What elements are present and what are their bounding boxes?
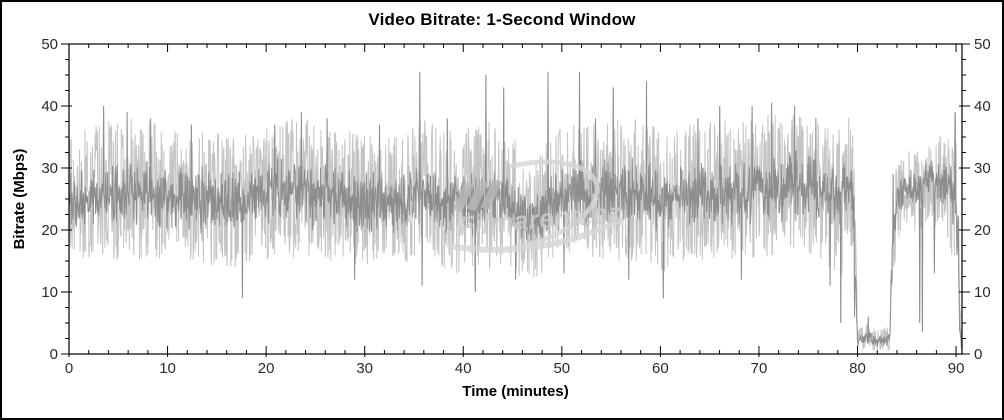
chart-title: Video Bitrate: 1-Second Window: [368, 10, 636, 29]
y-tick-label-right: 40: [974, 98, 991, 115]
y-tick-label-left: 20: [41, 222, 58, 239]
y-tick-label-left: 50: [41, 36, 58, 53]
y-tick-label-left: 10: [41, 284, 58, 301]
watermark-logo-stripe: [452, 181, 475, 213]
y-tick-label-left: 30: [41, 160, 58, 177]
watermark-underline-swoosh: [449, 216, 624, 253]
y-tick-label-right: 30: [974, 160, 991, 177]
x-axis-title: Time (minutes): [462, 383, 568, 400]
x-tick-label: 20: [258, 360, 275, 377]
y-tick-label-right: 0: [974, 346, 982, 363]
x-tick-label: 90: [948, 360, 965, 377]
x-tick-label: 10: [159, 360, 176, 377]
x-tick-label: 50: [553, 360, 570, 377]
watermark-logo-stripe: [480, 179, 503, 210]
x-tick-label: 70: [751, 360, 768, 377]
y-tick-label-right: 50: [974, 36, 991, 53]
x-tick-label: 40: [455, 360, 472, 377]
y-axis-title: Bitrate (Mbps): [11, 149, 28, 250]
x-tick-label: 80: [849, 360, 866, 377]
x-tick-label: 30: [356, 360, 373, 377]
series-bitrate-1s-window: [68, 71, 963, 350]
x-tick-label: 60: [652, 360, 669, 377]
y-tick-label-right: 20: [974, 222, 991, 239]
watermark-logo-stripe: [466, 180, 489, 211]
filmarena-watermark: Filmarena.cz: [449, 159, 624, 253]
y-tick-label-left: 0: [50, 346, 58, 363]
y-tick-label-right: 10: [974, 284, 991, 301]
x-tick-label: 0: [65, 360, 73, 377]
y-tick-label-left: 40: [41, 98, 58, 115]
